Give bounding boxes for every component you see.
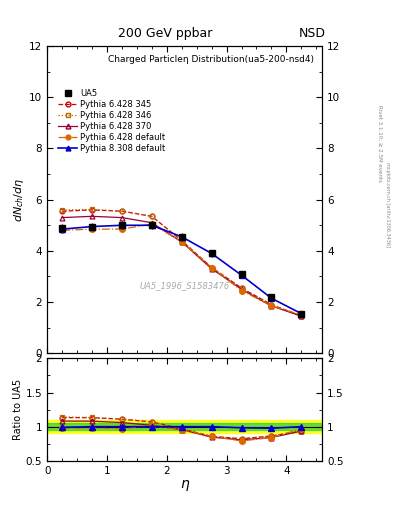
Text: mcplots.cern.ch [arXiv:1306.3436]: mcplots.cern.ch [arXiv:1306.3436] <box>385 162 389 247</box>
Text: Rivet 3.1.10; ≥ 2.5M events: Rivet 3.1.10; ≥ 2.5M events <box>377 105 382 182</box>
Text: Charged Particleη Distribution(ua5-200-nsd4): Charged Particleη Distribution(ua5-200-n… <box>108 55 314 65</box>
Y-axis label: $dN_{ch}/d\eta$: $dN_{ch}/d\eta$ <box>12 178 26 222</box>
Text: 200 GeV ppbar: 200 GeV ppbar <box>118 27 212 40</box>
Legend: UA5, Pythia 6.428 345, Pythia 6.428 346, Pythia 6.428 370, Pythia 6.428 default,: UA5, Pythia 6.428 345, Pythia 6.428 346,… <box>57 87 167 155</box>
Text: UA5_1996_S1583476: UA5_1996_S1583476 <box>140 281 230 290</box>
Y-axis label: Ratio to UA5: Ratio to UA5 <box>13 379 23 440</box>
Text: NSD: NSD <box>299 27 326 40</box>
X-axis label: $\eta$: $\eta$ <box>180 478 190 494</box>
